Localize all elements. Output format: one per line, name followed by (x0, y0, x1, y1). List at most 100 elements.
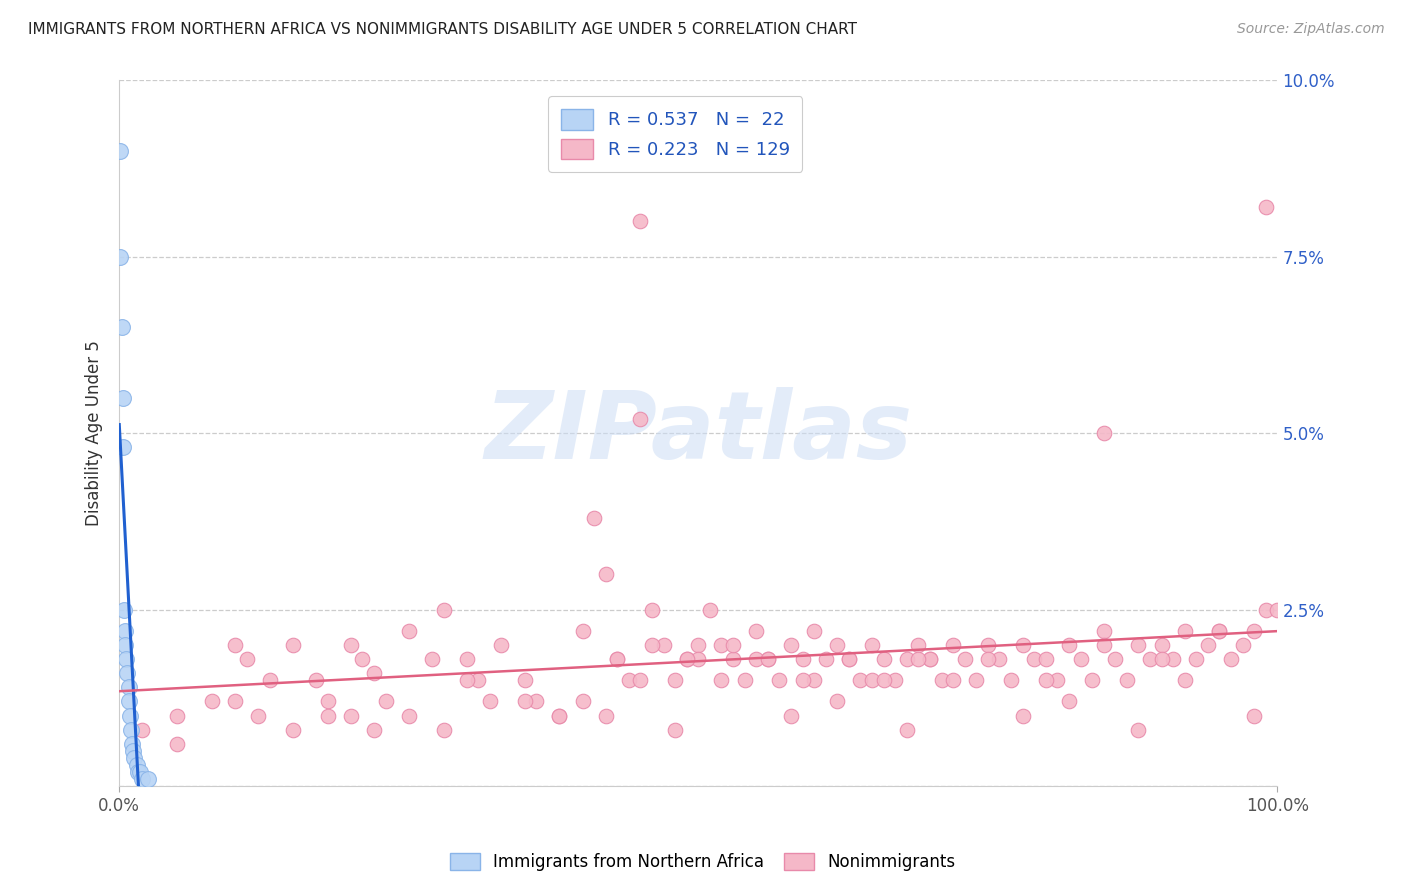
Point (628, 214, 651, 228)
Point (513, 673, 536, 688)
Point (792, 652, 814, 666)
Point (814, 652, 837, 666)
Point (699, 602, 721, 616)
Y-axis label: Disability Age Under 5: Disability Age Under 5 (86, 340, 103, 526)
Point (838, 652, 860, 666)
Point (352, 652, 374, 666)
Point (548, 708, 571, 723)
Point (1057, 694, 1080, 708)
Point (1254, 200, 1277, 214)
Point (827, 638, 849, 652)
Point (721, 652, 744, 666)
Point (281, 723, 304, 737)
Point (1150, 638, 1173, 652)
Point (1197, 638, 1219, 652)
Point (110, 250, 132, 264)
Point (721, 638, 744, 652)
Point (1128, 723, 1150, 737)
Point (595, 708, 617, 723)
Point (1161, 652, 1184, 666)
Point (1243, 624, 1265, 638)
Point (664, 673, 686, 688)
Point (1024, 652, 1046, 666)
Point (745, 652, 768, 666)
Point (907, 638, 929, 652)
Point (675, 652, 697, 666)
Point (432, 723, 454, 737)
Point (235, 652, 257, 666)
Point (114, 624, 136, 638)
Point (1035, 652, 1057, 666)
Point (201, 694, 224, 708)
Point (363, 666, 385, 681)
Point (131, 723, 153, 737)
Point (688, 638, 710, 652)
Point (896, 723, 918, 737)
Point (120, 723, 142, 737)
Point (114, 638, 136, 652)
Point (1070, 652, 1092, 666)
Point (606, 652, 628, 666)
Point (1220, 652, 1243, 666)
Point (117, 694, 139, 708)
Point (1081, 673, 1104, 688)
Point (872, 673, 894, 688)
Point (111, 440, 134, 454)
Point (756, 652, 779, 666)
Point (1057, 638, 1080, 652)
Point (664, 723, 686, 737)
Point (1092, 624, 1115, 638)
Point (456, 673, 478, 688)
Point (942, 638, 965, 652)
Point (259, 673, 281, 688)
Point (1174, 673, 1197, 688)
Point (606, 652, 628, 666)
Point (478, 694, 501, 708)
Point (363, 723, 385, 737)
Point (988, 652, 1011, 666)
Text: ZIPatlas: ZIPatlas (484, 387, 912, 479)
Point (1000, 673, 1022, 688)
Point (688, 652, 710, 666)
Point (1092, 638, 1115, 652)
Point (420, 652, 443, 666)
Point (1243, 708, 1265, 723)
Point (1011, 708, 1033, 723)
Point (432, 602, 454, 616)
Point (872, 652, 894, 666)
Point (734, 673, 756, 688)
Point (652, 638, 675, 652)
Point (118, 708, 141, 723)
Point (756, 652, 779, 666)
Point (110, 320, 132, 334)
Point (110, 144, 132, 158)
Point (628, 673, 651, 688)
Point (1208, 624, 1230, 638)
Point (860, 673, 883, 688)
Point (127, 764, 149, 779)
Point (129, 764, 152, 779)
Point (1115, 673, 1137, 688)
Point (571, 624, 593, 638)
Point (617, 673, 640, 688)
Legend: Immigrants from Northern Africa, Nonimmigrants: Immigrants from Northern Africa, Nonimmi… (441, 845, 965, 880)
Point (224, 638, 246, 652)
Point (803, 673, 825, 688)
Point (884, 673, 907, 688)
Point (112, 602, 135, 616)
Point (1174, 624, 1197, 638)
Point (1092, 425, 1115, 440)
Point (524, 694, 547, 708)
Point (131, 772, 153, 786)
Point (548, 708, 571, 723)
Point (1185, 652, 1208, 666)
Point (907, 652, 929, 666)
Point (122, 744, 145, 758)
Point (117, 666, 139, 681)
Point (513, 694, 536, 708)
Point (965, 673, 987, 688)
Point (136, 772, 159, 786)
Point (340, 708, 363, 723)
Point (1139, 652, 1161, 666)
Point (803, 624, 825, 638)
